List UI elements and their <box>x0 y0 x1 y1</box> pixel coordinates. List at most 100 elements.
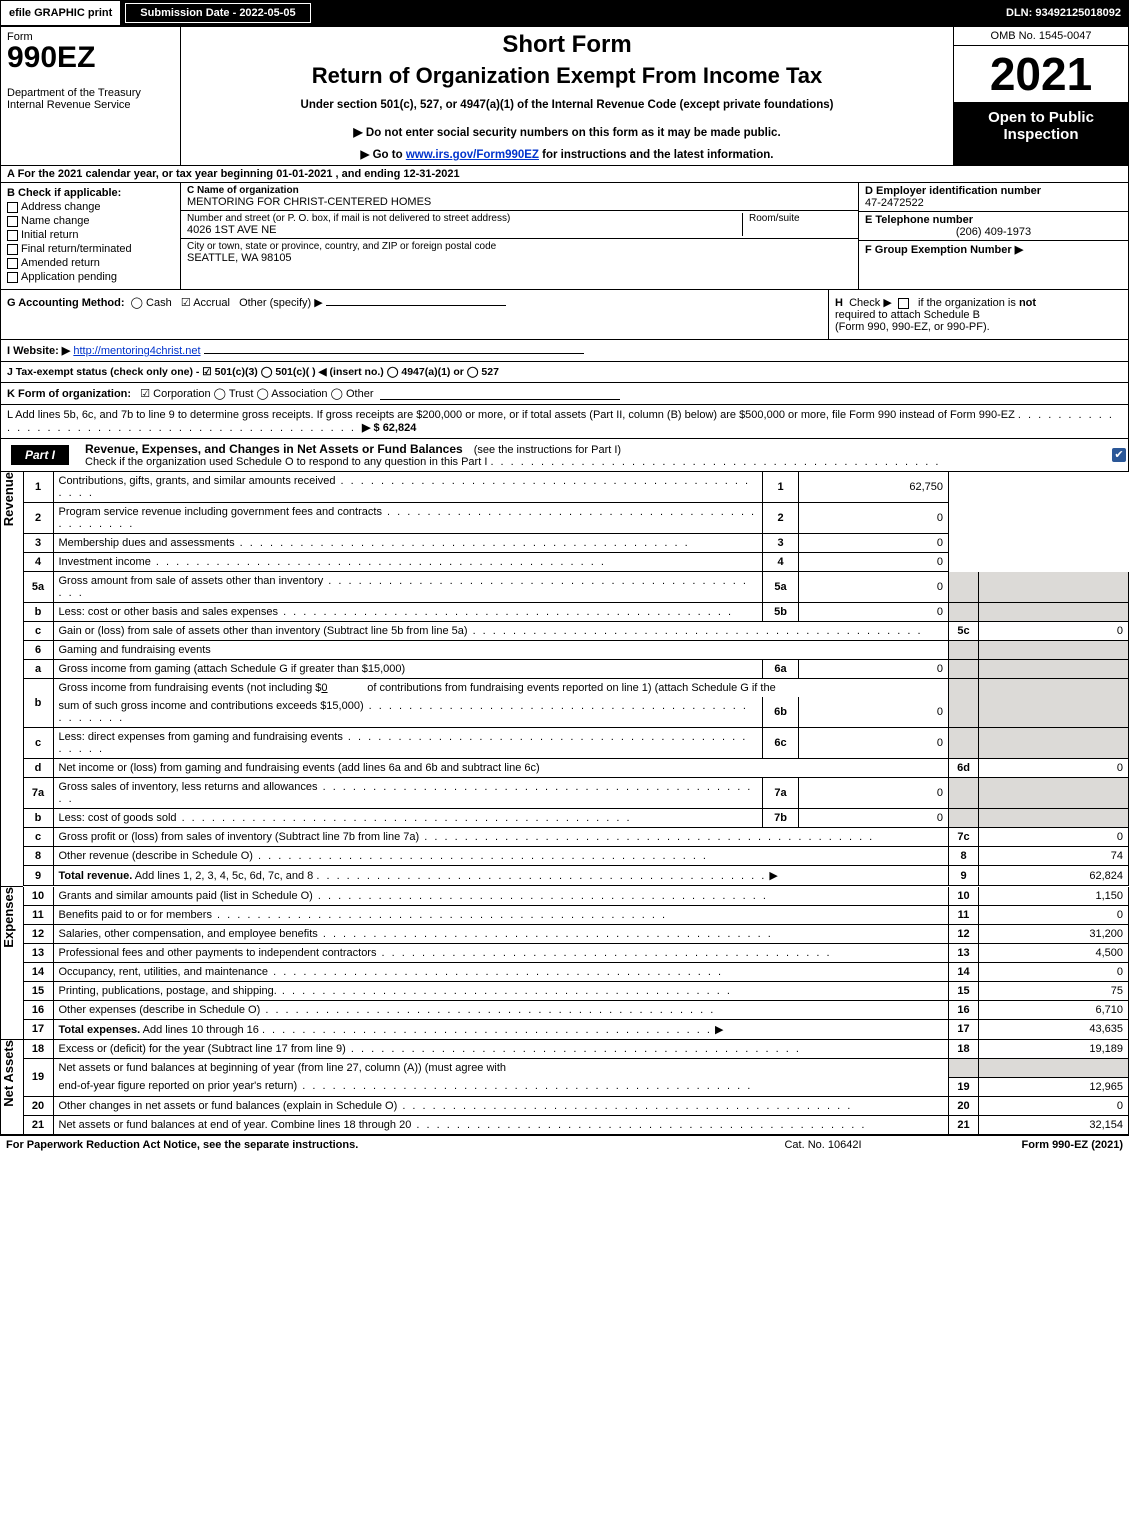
line-2: 2Program service revenue including gover… <box>23 503 1129 534</box>
ssn-warning: ▶ Do not enter social security numbers o… <box>189 125 945 139</box>
revenue-section: Revenue 1Contributions, gifts, grants, a… <box>0 472 1129 887</box>
k-other-fill[interactable] <box>380 388 620 400</box>
part-i-header: Part I Revenue, Expenses, and Changes in… <box>0 439 1129 472</box>
h-checkbox[interactable] <box>898 298 909 309</box>
line-12: 12Salaries, other compensation, and empl… <box>23 924 1129 943</box>
line-17-value: 43,635 <box>979 1019 1129 1039</box>
c-name-label: C Name of organization <box>187 185 852 196</box>
chk-name-change[interactable]: Name change <box>7 215 174 227</box>
c-addr-label: Number and street (or P. O. box, if mail… <box>187 213 742 224</box>
line-j-tax-exempt: J Tax-exempt status (check only one) - ☑… <box>0 362 1129 383</box>
h-text1: Check ▶ <box>849 297 892 309</box>
phone-value: (206) 409-1973 <box>865 226 1122 238</box>
chk-amended-return[interactable]: Amended return <box>7 257 174 269</box>
chk-application-pending[interactable]: Application pending <box>7 271 174 283</box>
part-i-paren: (see the instructions for Part I) <box>474 444 621 456</box>
line-4: 4Investment income40 <box>23 553 1129 572</box>
net-assets-section: Net Assets 18Excess or (deficit) for the… <box>0 1040 1129 1135</box>
line-6a: aGross income from gaming (attach Schedu… <box>23 660 1129 679</box>
f-label: F Group Exemption Number ▶ <box>865 244 1023 256</box>
g-cash[interactable]: ◯ Cash <box>131 297 172 309</box>
chk-final-return[interactable]: Final return/terminated <box>7 243 174 255</box>
irs-link[interactable]: www.irs.gov/Form990EZ <box>406 149 539 161</box>
line-7b: bLess: cost of goods sold7b0 <box>23 809 1129 828</box>
part-i-checkbox[interactable]: ✔ <box>1110 448 1128 462</box>
line-17: 17Total expenses. Add lines 10 through 1… <box>23 1019 1129 1039</box>
column-c-org-info: C Name of organization MENTORING FOR CHR… <box>181 183 858 289</box>
line-5c: cGain or (loss) from sale of assets othe… <box>23 622 1129 641</box>
efile-print-label: efile GRAPHIC print <box>0 0 121 26</box>
line-11-value: 0 <box>979 905 1129 924</box>
part-i-tab: Part I <box>11 445 69 465</box>
line-a-calendar-year: A For the 2021 calendar year, or tax yea… <box>0 166 1129 183</box>
line-21: 21Net assets or fund balances at end of … <box>23 1115 1129 1134</box>
line-15-value: 75 <box>979 981 1129 1000</box>
header-middle: Short Form Return of Organization Exempt… <box>181 27 953 165</box>
footer-catno: Cat. No. 10642I <box>723 1139 923 1151</box>
org-city: SEATTLE, WA 98105 <box>187 252 852 264</box>
line-18-value: 19,189 <box>979 1040 1129 1059</box>
line-1-value: 62,750 <box>799 472 949 503</box>
chk-initial-return[interactable]: Initial return <box>7 229 174 241</box>
form-990ez-page: efile GRAPHIC print Submission Date - 20… <box>0 0 1129 1154</box>
org-address: 4026 1ST AVE NE <box>187 224 742 236</box>
line-2-value: 0 <box>799 503 949 534</box>
e-phone-row: E Telephone number (206) 409-1973 <box>859 212 1128 241</box>
line-k-form-org: K Form of organization: ☑ Corporation ◯ … <box>0 383 1129 405</box>
line-5c-value: 0 <box>979 622 1129 641</box>
c-city-row: City or town, state or province, country… <box>181 239 858 266</box>
org-name: MENTORING FOR CHRIST-CENTERED HOMES <box>187 196 852 208</box>
line-1: 1Contributions, gifts, grants, and simil… <box>23 472 1129 503</box>
top-bar: efile GRAPHIC print Submission Date - 20… <box>0 0 1129 26</box>
omb-number: OMB No. 1545-0047 <box>954 27 1128 46</box>
chk-address-change[interactable]: Address change <box>7 201 174 213</box>
h-not: not <box>1019 297 1036 309</box>
c-address-row: Number and street (or P. O. box, if mail… <box>181 211 858 239</box>
footer-paperwork: For Paperwork Reduction Act Notice, see … <box>6 1139 723 1151</box>
g-other[interactable]: Other (specify) ▶ <box>239 297 323 309</box>
column-b-checkboxes: B Check if applicable: Address change Na… <box>1 183 181 289</box>
website-link[interactable]: http://mentoring4christ.net <box>73 345 200 357</box>
line-19-value: 12,965 <box>979 1077 1129 1096</box>
line-10: 10Grants and similar amounts paid (list … <box>23 887 1129 906</box>
open-inspection-badge: Open to Public Inspection <box>954 103 1128 165</box>
g-accounting: G Accounting Method: ◯ Cash ☑ Accrual Ot… <box>1 290 828 339</box>
line-13: 13Professional fees and other payments t… <box>23 943 1129 962</box>
line-16: 16Other expenses (describe in Schedule O… <box>23 1000 1129 1019</box>
line-5b: bLess: cost or other basis and sales exp… <box>23 603 1129 622</box>
line-3-value: 0 <box>799 534 949 553</box>
line-10-value: 1,150 <box>979 887 1129 906</box>
line-6d-value: 0 <box>979 759 1129 778</box>
line-l-gross-receipts: L Add lines 5b, 6c, and 7b to line 9 to … <box>0 405 1129 439</box>
e-label: E Telephone number <box>865 214 1122 226</box>
line-6c: cLess: direct expenses from gaming and f… <box>23 728 1129 759</box>
section-g-h: G Accounting Method: ◯ Cash ☑ Accrual Ot… <box>0 290 1129 340</box>
h-schedule-b: H Check ▶ if the organization is not req… <box>828 290 1128 339</box>
form-number: 990EZ <box>7 43 174 73</box>
h-text4: (Form 990, 990-EZ, or 990-PF). <box>835 321 990 333</box>
under-section-text: Under section 501(c), 527, or 4947(a)(1)… <box>189 99 945 111</box>
department-label: Department of the Treasury Internal Reve… <box>7 87 174 111</box>
line-8: 8Other revenue (describe in Schedule O)8… <box>23 847 1129 866</box>
line-6d: dNet income or (loss) from gaming and fu… <box>23 759 1129 778</box>
line-7a: 7aGross sales of inventory, less returns… <box>23 778 1129 809</box>
goto-instructions: ▶ Go to www.irs.gov/Form990EZ for instru… <box>189 147 945 161</box>
goto-post: for instructions and the latest informat… <box>539 149 774 161</box>
line-13-value: 4,500 <box>979 943 1129 962</box>
h-text3: required to attach Schedule B <box>835 309 980 321</box>
line-9-value: 62,824 <box>979 866 1129 886</box>
line-7c: cGross profit or (loss) from sales of in… <box>23 828 1129 847</box>
line-8-value: 74 <box>979 847 1129 866</box>
line-7c-value: 0 <box>979 828 1129 847</box>
g-accrual[interactable]: ☑ Accrual <box>181 297 230 309</box>
line-20: 20Other changes in net assets or fund ba… <box>23 1096 1129 1115</box>
section-b-through-f: B Check if applicable: Address change Na… <box>0 183 1129 290</box>
line-16-value: 6,710 <box>979 1000 1129 1019</box>
h-text2: if the organization is <box>918 297 1016 309</box>
line-14-value: 0 <box>979 962 1129 981</box>
part-i-note: Check if the organization used Schedule … <box>77 456 487 468</box>
i-label: I Website: ▶ <box>7 345 70 357</box>
c-city-label: City or town, state or province, country… <box>187 241 852 252</box>
line-14: 14Occupancy, rent, utilities, and mainte… <box>23 962 1129 981</box>
room-label: Room/suite <box>749 213 852 224</box>
